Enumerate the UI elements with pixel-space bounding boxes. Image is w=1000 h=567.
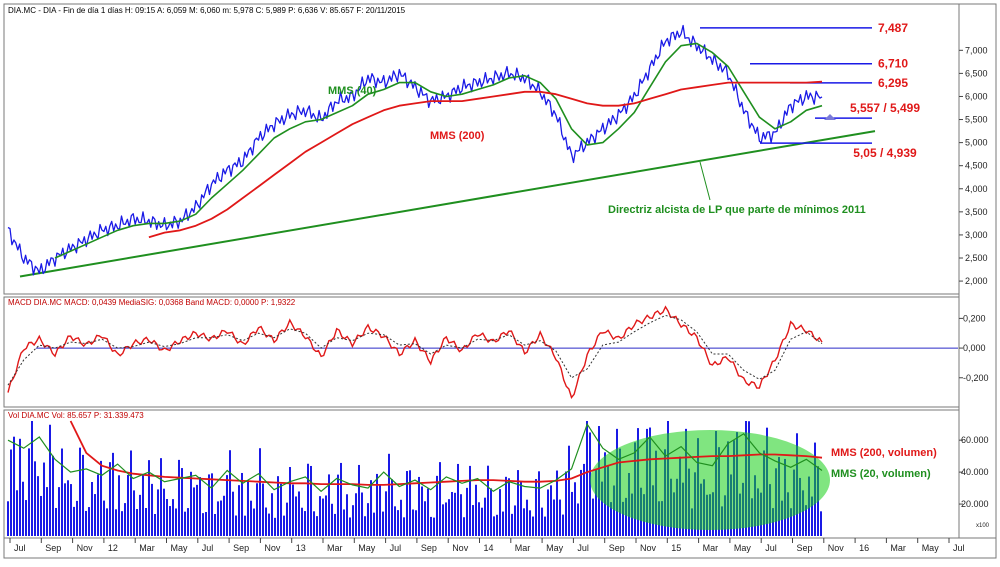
trendline-pointer <box>699 161 711 201</box>
price-y-tick-label: 2,500 <box>965 253 988 263</box>
volume-y-tick-label: 20.000 <box>961 499 989 509</box>
mms200-vol-label: MMS (200, volumen) <box>831 447 937 459</box>
x-tick-label: May <box>358 543 376 553</box>
x-tick-label: Jul <box>390 543 402 553</box>
price-y-tick-label: 5,000 <box>965 138 988 148</box>
vol-mms200-line <box>69 420 823 486</box>
mms200-line <box>148 80 823 239</box>
x-tick-label: 15 <box>671 543 681 553</box>
y-axis-strip <box>958 3 997 539</box>
x-axis-strip <box>3 537 997 559</box>
mms200-label: MMS (200) <box>430 130 485 142</box>
x-tick-label: Mar <box>703 543 719 553</box>
axes: 7,000 6,500 6,000 5,500 5,000 4,500 4,000 3,500… <box>9 45 989 553</box>
macd-plot <box>7 305 958 399</box>
volume-header: Vol DIA.MC Vol: 85.657 P: 31.339.473 <box>8 411 144 420</box>
mms40-line <box>54 42 823 259</box>
vol-unit-label: x100 <box>976 523 990 529</box>
price-line <box>7 24 823 276</box>
price-y-tick-label: 7,000 <box>965 45 988 55</box>
price-y-tick-label: 4,000 <box>965 184 988 194</box>
x-tick-label: Jul <box>765 543 777 553</box>
macd-y-tick-label: 0,200 <box>963 313 986 323</box>
x-tick-label: 13 <box>296 543 306 553</box>
x-tick-label: Jul <box>577 543 589 553</box>
x-tick-label: May <box>734 543 752 553</box>
volume-y-tick-label: 60.000 <box>961 435 989 445</box>
x-tick-label: Sep <box>609 543 625 553</box>
x-tick-label: Jul <box>14 543 26 553</box>
price-plot: 7,487 6,710 6,295 5,557 / 5,499 5,05 / 4,939 <box>7 21 920 278</box>
price-panel <box>3 3 960 295</box>
x-tick-label: May <box>546 543 564 553</box>
x-tick-label: 16 <box>859 543 869 553</box>
price-y-tick-label: 2,000 <box>965 276 988 286</box>
level-label: 5,557 / 5,499 <box>850 101 920 115</box>
x-tick-label: Mar <box>139 543 155 553</box>
price-y-tick-label: 6,000 <box>965 91 988 101</box>
level-label: 6,295 <box>878 76 908 90</box>
x-tick-label: Sep <box>797 543 813 553</box>
vol-mms20-line <box>7 422 823 493</box>
macd-y-tick-label: -0,200 <box>963 373 989 383</box>
trendline-label: Directriz alcista de LP que parte de mín… <box>608 204 866 216</box>
x-tick-label: Mar <box>890 543 906 553</box>
x-tick-label: Mar <box>515 543 531 553</box>
price-y-tick-label: 3,000 <box>965 230 988 240</box>
x-tick-label: Nov <box>640 543 657 553</box>
x-tick-label: Nov <box>452 543 469 553</box>
price-y-tick-label: 6,500 <box>965 68 988 78</box>
x-tick-label: May <box>171 543 189 553</box>
x-tick-label: Jul <box>953 543 965 553</box>
macd-signal-line <box>7 314 823 386</box>
x-tick-label: Sep <box>233 543 249 553</box>
price-header: DIA.MC - DIA - Fin de día 1 días H: 09:1… <box>8 6 406 15</box>
macd-panel <box>3 296 960 408</box>
x-tick-label: Jul <box>202 543 214 553</box>
x-tick-label: Nov <box>264 543 281 553</box>
long-term-trendline <box>19 130 876 278</box>
x-tick-label: May <box>922 543 940 553</box>
arrow-marker <box>824 114 836 120</box>
mms40-label: MMS (40) <box>328 85 377 97</box>
volume-highlight-ellipse <box>590 430 830 530</box>
macd-y-tick-label: 0,000 <box>963 343 986 353</box>
level-label: 5,05 / 4,939 <box>853 146 917 160</box>
volume-y-tick-label: 40.000 <box>961 467 989 477</box>
x-tick-label: Sep <box>45 543 61 553</box>
price-y-tick-label: 4,500 <box>965 161 988 171</box>
volume-plot <box>7 420 830 536</box>
x-tick-label: Nov <box>828 543 845 553</box>
price-y-tick-label: 5,500 <box>965 115 988 125</box>
x-tick-label: 12 <box>108 543 118 553</box>
macd-line <box>7 305 823 399</box>
x-tick-label: Sep <box>421 543 437 553</box>
price-y-tick-label: 3,500 <box>965 207 988 217</box>
x-tick-label: Nov <box>77 543 94 553</box>
mms20-vol-label: MMS (20, volumen) <box>831 468 931 480</box>
x-tick-label: Mar <box>327 543 343 553</box>
level-label: 6,710 <box>878 57 908 71</box>
x-tick-label: 14 <box>484 543 494 553</box>
level-label: 7,487 <box>878 21 908 35</box>
macd-header: MACD DIA.MC MACD: 0,0439 MediaSIG: 0,036… <box>8 298 296 307</box>
